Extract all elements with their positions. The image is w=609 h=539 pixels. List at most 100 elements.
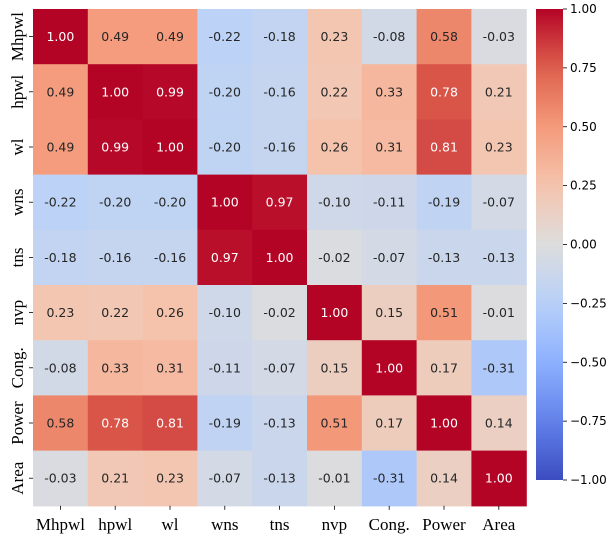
y-tick-label-wl: wl — [8, 138, 27, 155]
heatmap-cell-tns-Cong. — [361, 229, 418, 286]
heatmap-cell-Area-Cong. — [361, 450, 418, 507]
heatmap-cell-value: -0.10 — [318, 195, 350, 210]
heatmap-cell-value: 0.15 — [320, 360, 348, 375]
heatmap-cell-value: -0.19 — [428, 195, 460, 210]
heatmap-cell-value: -0.16 — [263, 140, 295, 155]
heatmap-cell-Cong.-tns — [252, 340, 308, 396]
heatmap-cell-wns-Area — [471, 174, 527, 231]
heatmap-cell-value: 0.21 — [485, 84, 513, 99]
heatmap-cell-value: 0.51 — [430, 305, 458, 320]
heatmap-cell-value: -0.01 — [318, 471, 350, 486]
heatmap-cell-wl-Mhpwl — [33, 119, 89, 176]
y-tick-label-hpwl: hpwl — [8, 75, 27, 109]
colorbar-tick-label: −0.50 — [570, 355, 607, 369]
heatmap-cell-wl-nvp — [307, 119, 363, 176]
heatmap-cell-value: 0.78 — [101, 416, 129, 431]
heatmap-cell-hpwl-Power — [416, 64, 472, 120]
heatmap-cell-hpwl-wns — [197, 64, 253, 120]
heatmap-cells — [33, 9, 527, 507]
heatmap-cell-value: 0.21 — [101, 471, 129, 486]
heatmap-cell-Mhpwl-Mhpwl — [33, 9, 89, 65]
heatmap-cell-nvp-Power — [416, 285, 472, 341]
heatmap-cell-value: 0.31 — [156, 360, 184, 375]
heatmap-cell-wns-hpwl — [87, 174, 144, 231]
heatmap-cell-Area-Area — [471, 450, 527, 507]
heatmap-cell-nvp-Area — [471, 285, 527, 341]
colorbar-tick-label: −0.25 — [570, 296, 607, 310]
heatmap-cell-value: -0.19 — [209, 416, 241, 431]
heatmap-cell-value: -0.08 — [373, 29, 405, 44]
heatmap-cell-value: -0.08 — [44, 360, 76, 375]
heatmap-cell-tns-Area — [471, 229, 527, 286]
y-axis-tick-labels: Mhpwl hpwl wl wns tns nvp Cong. Power Area — [8, 12, 33, 495]
heatmap-cell-value: 0.49 — [101, 29, 129, 44]
colorbar: −1.00 −0.75 −0.50 −0.25 0.00 0.25 0.50 0.75 1.00 — [536, 2, 607, 487]
heatmap-cell-Area-hpwl — [87, 450, 144, 507]
heatmap-cell-value: -0.10 — [209, 305, 241, 320]
heatmap-cell-value: -0.07 — [373, 250, 405, 265]
heatmap-cell-Cong.-hpwl — [87, 340, 144, 396]
heatmap-cell-tns-tns — [252, 229, 308, 286]
heatmap-cell-wns-nvp — [307, 174, 363, 231]
heatmap-cell-value: 0.31 — [375, 140, 403, 155]
heatmap-cell-value: 0.33 — [375, 84, 403, 99]
x-tick-label-wl: wl — [162, 515, 179, 534]
heatmap-cell-value: 0.22 — [320, 84, 348, 99]
heatmap-cell-hpwl-Area — [471, 64, 527, 120]
heatmap-cell-wl-Cong. — [361, 119, 418, 176]
heatmap-cell-wl-Power — [416, 119, 472, 176]
x-tick-label-Power: Power — [422, 515, 466, 534]
heatmap-cell-Cong.-nvp — [307, 340, 363, 396]
heatmap-cell-wns-wns — [197, 174, 253, 231]
heatmap-cell-wns-Mhpwl — [33, 174, 89, 231]
heatmap-cell-tns-nvp — [307, 229, 363, 286]
heatmap-cell-value: 0.49 — [156, 29, 184, 44]
x-tick-label-tns: tns — [270, 515, 290, 534]
heatmap-cell-value: 1.00 — [156, 140, 184, 155]
heatmap-cell-wl-wns — [197, 119, 253, 176]
heatmap-cell-value: 0.58 — [46, 416, 74, 431]
heatmap-cell-value: 1.00 — [430, 416, 458, 431]
colorbar-tick-label: 0.25 — [570, 179, 597, 193]
heatmap-cell-value: -0.20 — [154, 195, 186, 210]
heatmap-cell-value: -0.07 — [263, 360, 295, 375]
heatmap-cell-value: -0.31 — [483, 360, 515, 375]
heatmap-cell-hpwl-Mhpwl — [33, 64, 89, 120]
heatmap-cell-value: -0.03 — [483, 29, 515, 44]
heatmap-cell-hpwl-nvp — [307, 64, 363, 120]
heatmap-cell-value: -0.03 — [44, 471, 76, 486]
heatmap-cell-tns-Power — [416, 229, 472, 286]
heatmap-cell-value: -0.07 — [209, 471, 241, 486]
heatmap-cell-value: 0.97 — [211, 250, 239, 265]
heatmap-cell-wl-Area — [471, 119, 527, 176]
heatmap-cell-Cong.-Area — [471, 340, 527, 396]
y-tick-label-nvp: nvp — [8, 300, 27, 326]
heatmap-cell-value: 0.26 — [320, 140, 348, 155]
heatmap-cell-value: 1.00 — [101, 84, 129, 99]
heatmap-cell-value: -0.20 — [99, 195, 131, 210]
x-tick-label-Area: Area — [482, 515, 515, 534]
heatmap-cell-tns-wns — [197, 229, 253, 286]
colorbar-tick-label: −1.00 — [570, 473, 607, 487]
heatmap-cell-Area-wl — [142, 450, 198, 507]
heatmap-cell-value: 0.14 — [485, 416, 513, 431]
heatmap-cell-Area-wns — [197, 450, 253, 507]
x-tick-label-Mhpwl: Mhpwl — [36, 515, 85, 534]
heatmap-cell-value: -0.02 — [318, 250, 350, 265]
heatmap-cell-tns-Mhpwl — [33, 229, 89, 286]
y-tick-label-Power: Power — [8, 401, 27, 445]
heatmap-cell-value: 0.33 — [101, 360, 129, 375]
heatmap-cell-value: 0.49 — [46, 84, 74, 99]
heatmap-cell-Cong.-Power — [416, 340, 472, 396]
heatmap-cell-nvp-nvp — [307, 285, 363, 341]
y-tick-label-tns: tns — [8, 247, 27, 267]
heatmap-cell-Area-nvp — [307, 450, 363, 507]
heatmap-cell-wns-wl — [142, 174, 198, 231]
heatmap-cell-Power-Mhpwl — [33, 395, 89, 452]
heatmap-cell-Cong.-wns — [197, 340, 253, 396]
heatmap-cell-Power-Power — [416, 395, 472, 452]
heatmap-cell-value: -0.01 — [483, 305, 515, 320]
x-tick-label-Cong.: Cong. — [369, 515, 410, 534]
heatmap-cell-Area-Power — [416, 450, 472, 507]
heatmap-cell-value: 0.23 — [485, 140, 513, 155]
